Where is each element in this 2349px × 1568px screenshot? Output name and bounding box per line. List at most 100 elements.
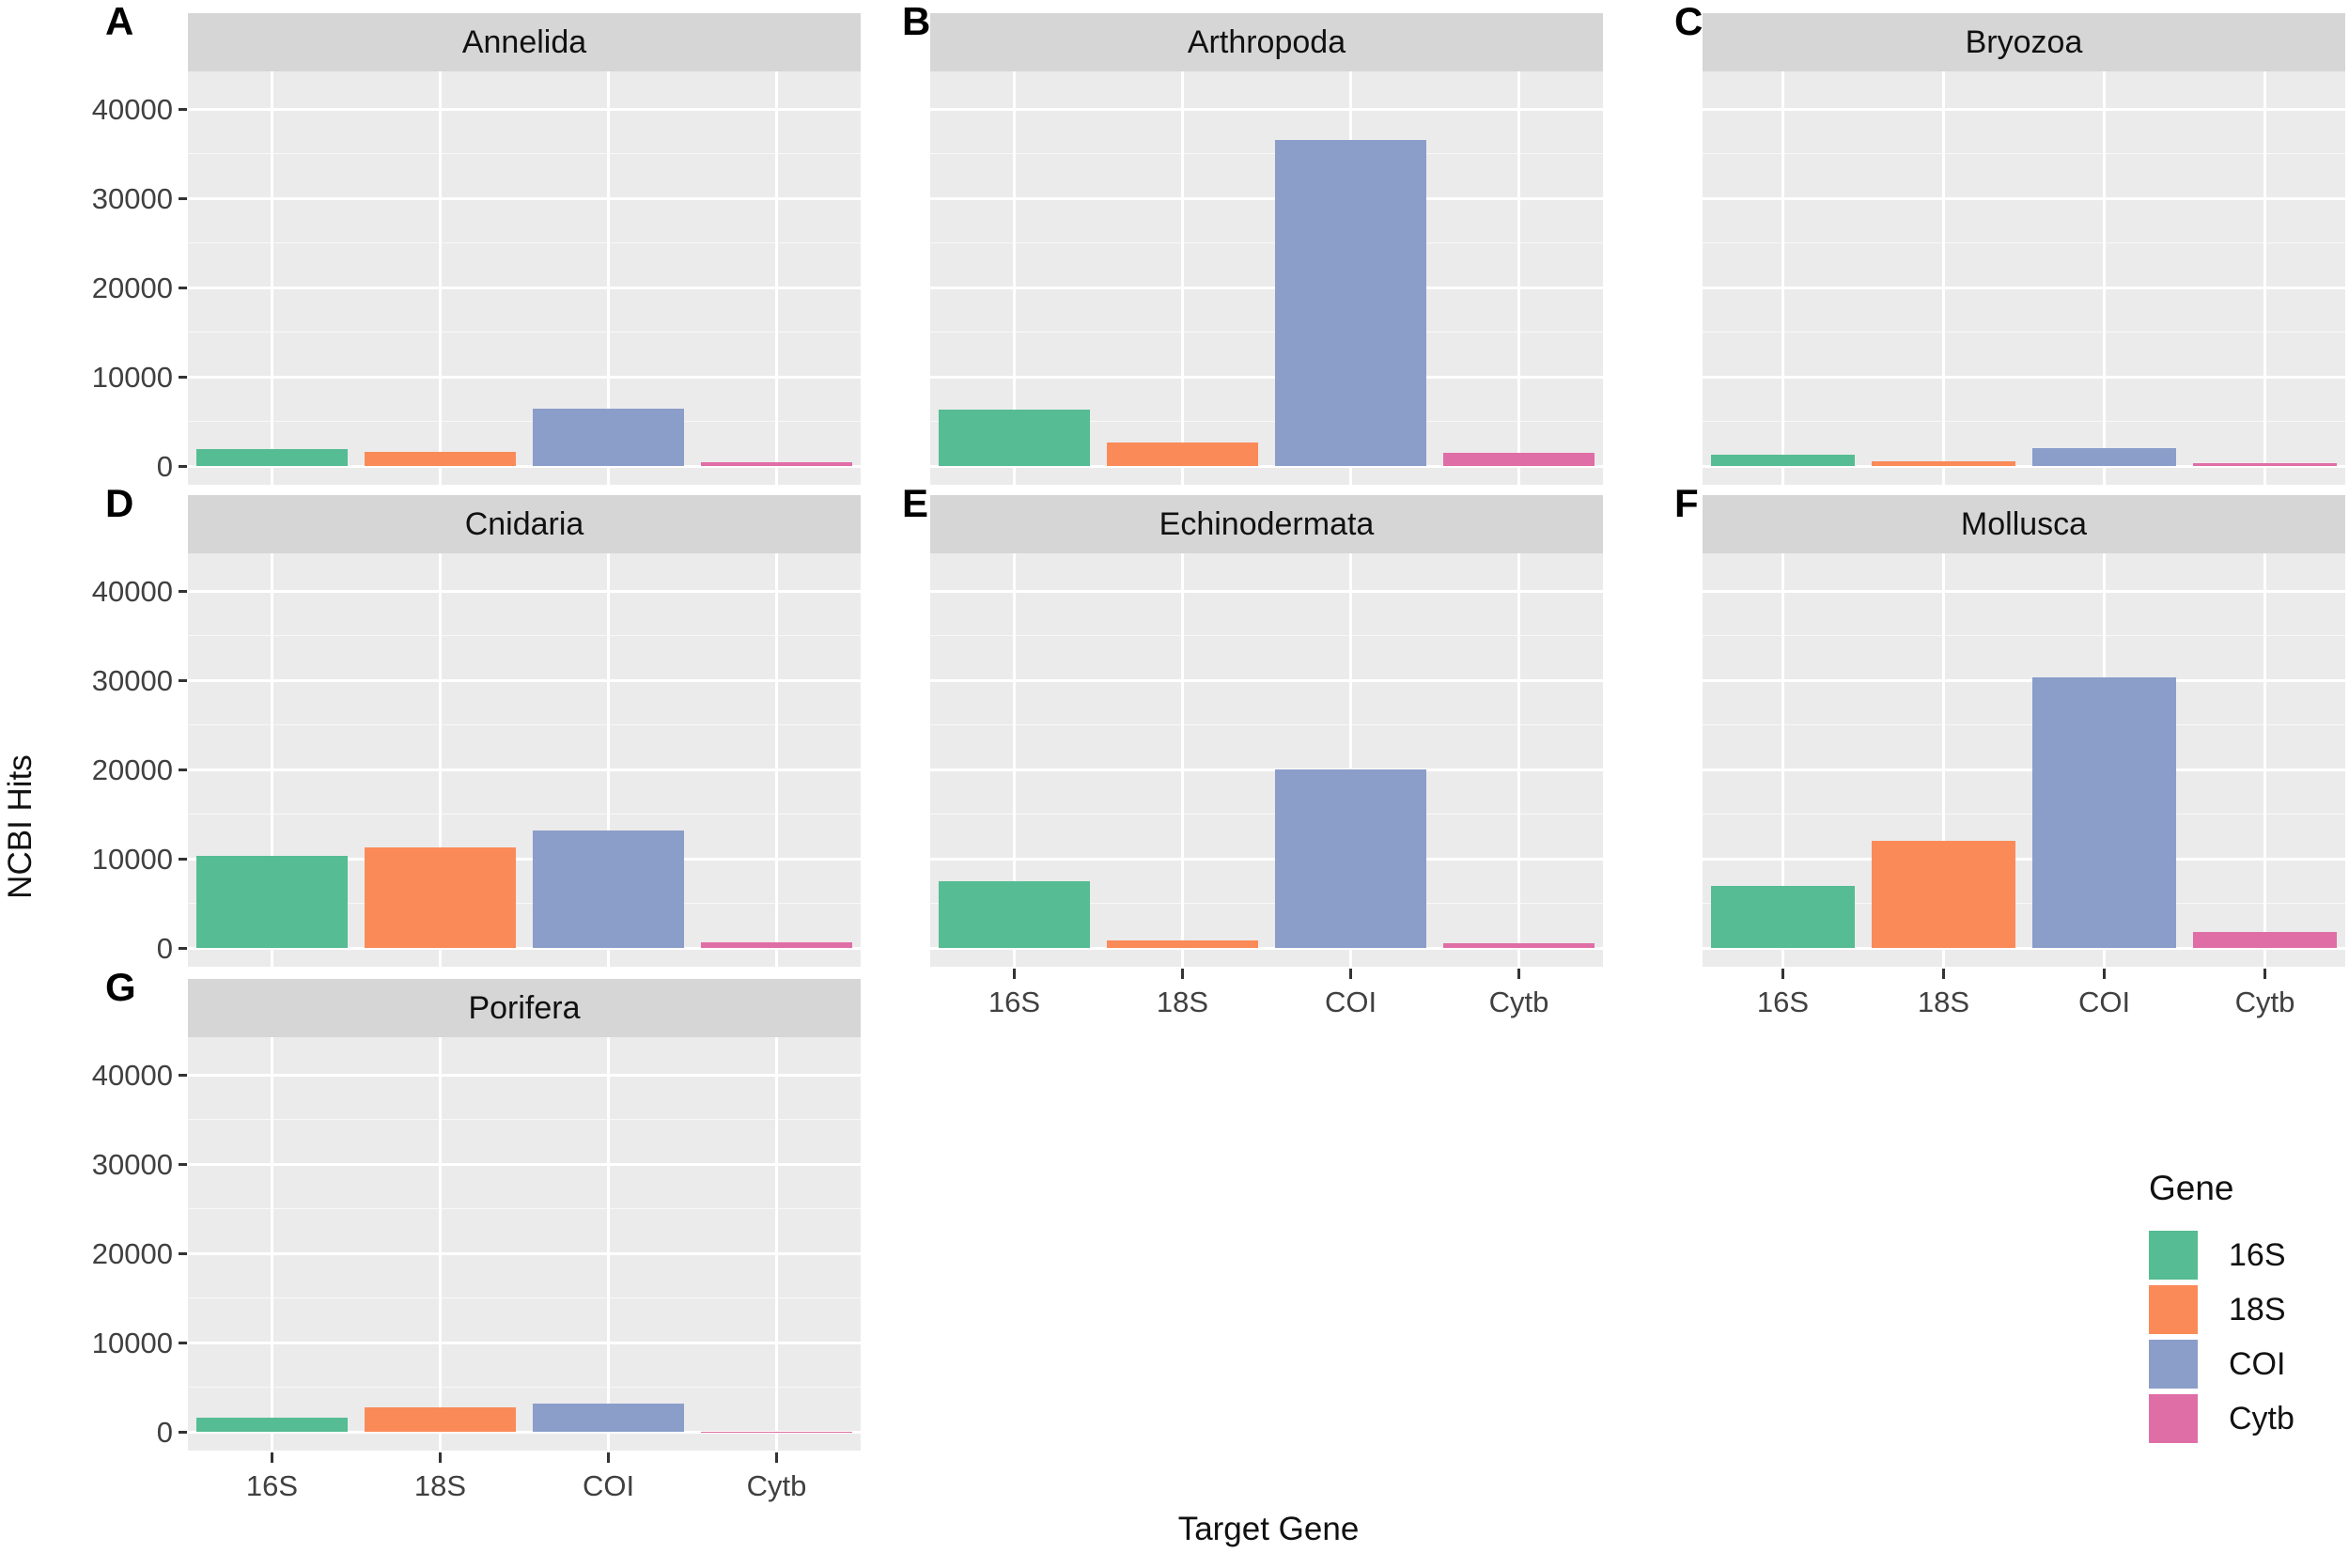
legend-label-18s: 18S — [2229, 1291, 2286, 1327]
y-tick-label: 20000 — [91, 272, 173, 304]
y-tick-label: 10000 — [91, 361, 173, 394]
major-gridline — [1703, 107, 2345, 111]
bar-mollusca-cytb — [2192, 931, 2338, 948]
y-tick-mark — [179, 946, 187, 950]
facet-panel-arthropoda: Arthropoda — [930, 13, 1603, 485]
major-gridline — [188, 946, 861, 950]
legend-entry-coi: COI — [2149, 1340, 2295, 1389]
vertical-gridline — [607, 71, 610, 485]
minor-gridline — [930, 420, 1603, 423]
minor-gridline — [1703, 152, 2345, 155]
facet-plot-area-mollusca — [1703, 553, 2345, 967]
vertical-gridline — [607, 1037, 610, 1451]
major-gridline — [188, 464, 861, 468]
minor-gridline — [930, 813, 1603, 815]
bar-bryozoa-16s — [1710, 455, 1856, 466]
bar-arthropoda-coi — [1274, 140, 1427, 466]
legend-entries: 16S 18S COI Cytb — [2149, 1231, 2295, 1443]
facet-plot-area-porifera — [188, 1037, 861, 1451]
facet-plot-area-cnidaria — [188, 553, 861, 967]
y-tick-mark — [179, 1430, 187, 1434]
major-gridline — [930, 464, 1603, 468]
major-gridline — [930, 196, 1603, 200]
minor-gridline — [188, 902, 861, 905]
vertical-gridline — [1517, 553, 1520, 967]
facet-strip-echinodermata: Echinodermata — [930, 495, 1603, 553]
vertical-gridline — [775, 553, 778, 967]
facet-strip-arthropoda: Arthropoda — [930, 13, 1603, 71]
minor-gridline — [1703, 902, 2345, 905]
minor-gridline — [188, 634, 861, 637]
legend-swatch-coi — [2149, 1340, 2198, 1389]
vertical-gridline — [1349, 553, 1352, 967]
x-tick-label: 16S — [245, 1469, 299, 1502]
vertical-gridline — [271, 553, 273, 967]
y-tick-mark — [179, 286, 187, 289]
panel-letter-e: E — [902, 481, 929, 525]
facet-plot-area-echinodermata — [930, 553, 1603, 967]
vertical-gridline — [1181, 71, 1184, 485]
legend-entry-16s: 16S — [2149, 1231, 2295, 1280]
vertical-gridline — [271, 1037, 273, 1451]
panel-letter-f: F — [1674, 481, 1699, 525]
major-gridline — [188, 768, 861, 771]
bar-echinodermata-16s — [938, 880, 1091, 948]
major-gridline — [930, 375, 1603, 379]
panel-letter-a: A — [105, 0, 134, 43]
bar-annelida-18s — [364, 451, 517, 466]
minor-gridline — [930, 152, 1603, 155]
facet-strip-cnidaria: Cnidaria — [188, 495, 861, 553]
major-gridline — [188, 1251, 861, 1255]
x-tick-label: 18S — [1917, 986, 1970, 1018]
y-tick-label: 0 — [156, 932, 173, 965]
vertical-gridline — [1942, 553, 1945, 967]
legend-swatch-cytb — [2149, 1394, 2198, 1443]
bar-bryozoa-18s — [1871, 460, 2016, 466]
legend-swatch-18s — [2149, 1285, 2198, 1334]
y-tick-label: 30000 — [91, 1148, 173, 1181]
bar-bryozoa-coi — [2031, 448, 2177, 466]
vertical-gridline — [1181, 553, 1184, 967]
facet-strip-mollusca: Mollusca — [1703, 495, 2345, 553]
major-gridline — [930, 107, 1603, 111]
legend-entry-18s: 18S — [2149, 1285, 2295, 1334]
x-tick-mark — [1517, 969, 1520, 979]
facet-panel-mollusca: Mollusca — [1703, 495, 2345, 967]
y-tick-mark — [179, 196, 187, 200]
major-gridline — [188, 1073, 861, 1077]
bar-echinodermata-cytb — [1442, 943, 1595, 948]
major-gridline — [1703, 375, 2345, 379]
panel-letter-g: G — [105, 965, 136, 1009]
bar-mollusca-coi — [2031, 677, 2177, 948]
x-tick-label: 18S — [413, 1469, 467, 1502]
minor-gridline — [188, 241, 861, 244]
minor-gridline — [1703, 813, 2345, 815]
vertical-gridline — [2103, 71, 2106, 485]
bar-cnidaria-coi — [532, 830, 685, 948]
facet-strip-annelida: Annelida — [188, 13, 861, 71]
x-tick-mark — [1013, 969, 1016, 979]
x-tick-label: Cytb — [2234, 986, 2295, 1018]
panel-letter-c: C — [1674, 0, 1703, 43]
major-gridline — [1703, 678, 2345, 682]
panel-letter-b: B — [902, 0, 931, 43]
major-gridline — [1703, 589, 2345, 593]
major-gridline — [1703, 464, 2345, 468]
vertical-gridline — [439, 553, 442, 967]
minor-gridline — [930, 634, 1603, 637]
x-tick-mark — [2263, 969, 2266, 979]
y-tick-mark — [179, 857, 187, 861]
bar-mollusca-16s — [1710, 885, 1856, 948]
y-tick-mark — [179, 375, 187, 379]
legend-entry-cytb: Cytb — [2149, 1394, 2295, 1443]
minor-gridline — [188, 1207, 861, 1210]
facet-plot-area-annelida — [188, 71, 861, 485]
bar-cnidaria-16s — [195, 856, 349, 948]
major-gridline — [188, 589, 861, 593]
x-tick-label: 16S — [988, 986, 1041, 1018]
major-gridline — [930, 946, 1603, 950]
x-tick-mark — [271, 1452, 273, 1463]
legend-label-cytb: Cytb — [2229, 1400, 2295, 1436]
bar-porifera-coi — [532, 1403, 685, 1432]
minor-gridline — [1703, 634, 2345, 637]
